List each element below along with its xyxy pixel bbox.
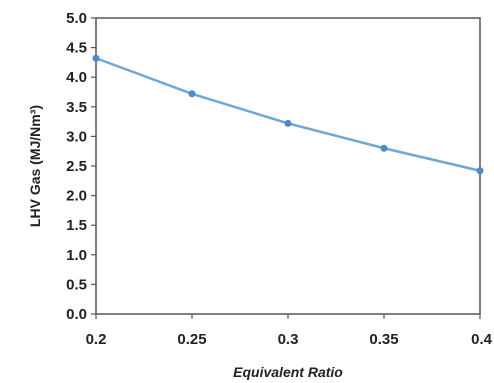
y-tick-label: 0.5 bbox=[66, 276, 87, 293]
y-tick-label: 4.0 bbox=[66, 69, 87, 86]
data-point bbox=[92, 54, 100, 62]
x-tick-label: 0.2 bbox=[86, 331, 107, 348]
y-tick-label: 4.5 bbox=[66, 40, 87, 57]
y-tick-label: 5.0 bbox=[66, 10, 87, 27]
x-tick-label: 0.25 bbox=[177, 331, 206, 348]
y-tick-label: 3.0 bbox=[66, 128, 87, 145]
y-tick-label: 2.5 bbox=[66, 158, 87, 175]
data-point bbox=[380, 144, 388, 152]
x-tick-label: 0.35 bbox=[369, 331, 398, 348]
data-series bbox=[92, 54, 484, 175]
data-point bbox=[188, 90, 196, 98]
y-tick-label: 0.0 bbox=[66, 306, 87, 323]
x-axis: 0.2 0.25 0.3 0.35 0.4 bbox=[86, 314, 493, 348]
y-axis-title: LHV Gas (MJ/Nm³) bbox=[27, 105, 43, 227]
series-line bbox=[95, 57, 481, 172]
y-tick-label: 1.5 bbox=[66, 217, 87, 234]
plot-area-frame bbox=[95, 17, 481, 315]
x-tick-label: 0.3 bbox=[278, 331, 299, 348]
y-tick-label: 3.5 bbox=[66, 99, 87, 116]
y-tick-label: 1.0 bbox=[66, 247, 87, 264]
data-point bbox=[476, 167, 484, 175]
y-axis: 0.0 0.5 1.0 1.5 2.0 2.5 3.0 3.5 4.0 4.5 5.0 bbox=[66, 10, 96, 323]
x-axis-title: Equivalent Ratio bbox=[233, 364, 343, 380]
x-tick-label: 0.4 bbox=[471, 331, 493, 348]
data-point bbox=[284, 119, 292, 127]
y-tick-label: 2.0 bbox=[66, 188, 87, 205]
